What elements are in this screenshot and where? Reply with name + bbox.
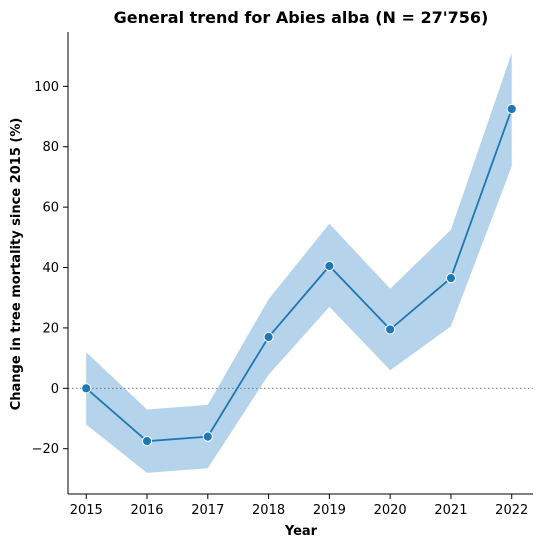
y-ticks: −20 0 20 40 60 80 100: [32, 80, 68, 457]
data-point: [506, 103, 517, 115]
trend-line: [85, 108, 513, 443]
x-tick-label: 2016: [130, 503, 163, 518]
data-point: [81, 383, 92, 394]
data-point: [385, 324, 396, 335]
y-tick-label: 40: [42, 261, 59, 276]
y-tick-label: 100: [34, 80, 59, 95]
x-tick-label: 2015: [70, 503, 103, 518]
y-tick-label: 0: [51, 382, 59, 397]
data-point: [263, 331, 274, 343]
data-point: [324, 260, 335, 272]
y-axis-title: Change in tree mortality since 2015 (%): [9, 118, 24, 411]
y-tick-label: 60: [42, 201, 59, 216]
y-tick-label: 80: [42, 140, 59, 155]
data-point: [445, 272, 457, 284]
x-tick-label: 2018: [252, 503, 285, 518]
y-tick-label: −20: [32, 442, 59, 457]
x-tick-label: 2022: [495, 503, 528, 518]
x-tick-label: 2021: [434, 503, 467, 518]
data-point: [141, 436, 153, 447]
data-point: [202, 431, 213, 442]
plot-area: [68, 53, 533, 473]
x-tick-label: 2019: [313, 503, 346, 518]
chart-title: General trend for Abies alba (N = 27'756…: [114, 8, 489, 27]
confidence-band: [86, 53, 512, 473]
x-tick-label: 2020: [374, 503, 407, 518]
x-axis-title: Year: [284, 524, 318, 539]
x-ticks: 2015 2016 2017 2018 2019 2020 2021 2022: [70, 494, 528, 518]
x-tick-label: 2017: [191, 503, 224, 518]
data-points: [81, 103, 517, 447]
axes: 2015 2016 2017 2018 2019 2020 2021 2022 −20 0 20 4…: [32, 32, 533, 518]
y-tick-label: 20: [42, 321, 59, 336]
